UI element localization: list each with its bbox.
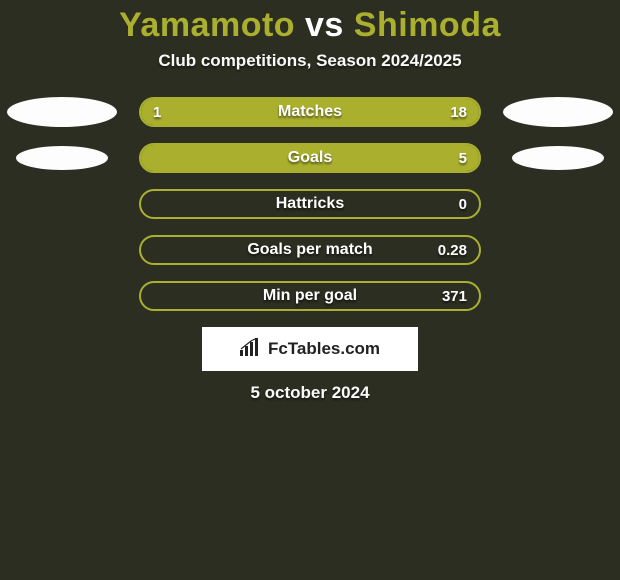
avatar-ellipse-left: [7, 296, 117, 297]
stat-bar-fill-left: [141, 99, 202, 125]
subtitle: Club competitions, Season 2024/2025: [0, 51, 620, 71]
stat-row: Goals5: [0, 143, 620, 173]
infographic-root: Yamamoto vs Shimoda Club competitions, S…: [0, 0, 620, 403]
stat-value-right: 5: [459, 145, 467, 171]
avatar-ellipse-left: [7, 97, 117, 127]
avatar-ellipse-right: [503, 250, 613, 251]
stat-bar: Min per goal371: [139, 281, 481, 311]
stat-value-right: 18: [450, 99, 467, 125]
stat-bar: Matches118: [139, 97, 481, 127]
avatar-ellipse-left: [7, 250, 117, 251]
stat-bar: Goals5: [139, 143, 481, 173]
date-text: 5 october 2024: [0, 383, 620, 403]
stat-label: Min per goal: [141, 283, 479, 309]
stat-bar-fill-right: [202, 99, 479, 125]
page-title: Yamamoto vs Shimoda: [0, 6, 620, 45]
avatar-ellipse-left: [16, 146, 108, 170]
avatar-ellipse-left: [7, 204, 117, 205]
player1-name: Yamamoto: [119, 6, 295, 44]
avatar-ellipse-right: [512, 146, 604, 170]
stat-value-left: 1: [153, 99, 161, 125]
vs-separator: vs: [305, 6, 344, 44]
stat-value-right: 371: [442, 283, 467, 309]
stat-row: Min per goal371: [0, 281, 620, 311]
brand-text: FcTables.com: [268, 339, 380, 359]
stat-bar: Hattricks0: [139, 189, 481, 219]
player2-name: Shimoda: [354, 6, 501, 44]
stat-label: Goals per match: [141, 237, 479, 263]
avatar-ellipse-right: [503, 97, 613, 127]
stat-row: Matches118: [0, 97, 620, 127]
brand-chart-icon: [240, 338, 262, 361]
stat-bar-fill-left: [141, 145, 256, 171]
stats-container: Matches118Goals5Hattricks0Goals per matc…: [0, 97, 620, 311]
stat-label: Hattricks: [141, 191, 479, 217]
brand-badge[interactable]: FcTables.com: [202, 327, 418, 371]
stat-bar-fill-right: [256, 145, 479, 171]
stat-row: Goals per match0.28: [0, 235, 620, 265]
avatar-ellipse-right: [503, 296, 613, 297]
stat-bar: Goals per match0.28: [139, 235, 481, 265]
stat-value-right: 0: [459, 191, 467, 217]
avatar-ellipse-right: [503, 204, 613, 205]
stat-value-right: 0.28: [438, 237, 467, 263]
stat-row: Hattricks0: [0, 189, 620, 219]
